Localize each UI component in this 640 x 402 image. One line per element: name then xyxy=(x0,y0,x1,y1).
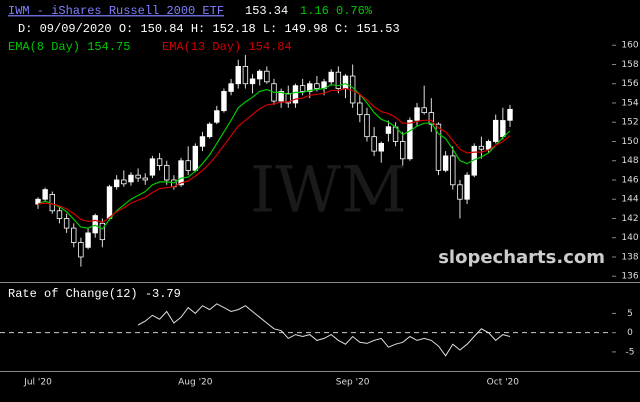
ema-line xyxy=(37,83,511,230)
candle-body xyxy=(342,75,349,89)
candle-body xyxy=(164,165,170,181)
candle-body xyxy=(256,70,263,80)
candle-body xyxy=(278,91,284,102)
candle-body xyxy=(292,85,299,104)
indicator-title: Rate of Change(12) -3.79 xyxy=(8,287,181,301)
last-price: 153.34 xyxy=(245,4,288,18)
candle-body xyxy=(99,222,106,241)
candle-body xyxy=(156,158,163,166)
candle-body xyxy=(199,136,206,147)
candle-body xyxy=(135,174,141,179)
candle-body xyxy=(235,66,241,85)
candle-body xyxy=(364,114,370,138)
candle-body xyxy=(421,107,427,114)
candle-body xyxy=(128,174,134,183)
x-tick-label: Jul '20 xyxy=(23,378,52,388)
y-tick-label: 146 xyxy=(621,175,638,185)
candle-body xyxy=(78,242,84,258)
candle-body xyxy=(492,119,499,142)
candle-body xyxy=(192,145,199,171)
candle-body xyxy=(435,123,442,171)
candle-body xyxy=(178,160,184,186)
candle-body xyxy=(42,189,48,200)
y-tick-label: 144 xyxy=(621,195,638,205)
candle-body xyxy=(314,83,320,89)
x-tick-label: Sep '20 xyxy=(336,378,370,388)
candle-body xyxy=(142,177,148,181)
y-tick-label: 148 xyxy=(621,156,638,166)
legend-entry: EMA(13 Day) 154.84 xyxy=(162,40,292,54)
candle-body xyxy=(106,186,113,219)
y-tick-label: 142 xyxy=(621,214,638,224)
candle-body xyxy=(113,179,120,188)
price-change: 1.16 0.76% xyxy=(300,4,373,18)
y-tick-label: 138 xyxy=(621,252,638,262)
candle-body xyxy=(228,83,234,92)
candle-body xyxy=(264,70,270,83)
candle-body xyxy=(206,123,213,138)
candle-body xyxy=(121,179,127,185)
candle-body xyxy=(500,120,506,138)
candle-body xyxy=(464,174,470,200)
y-tick-label: 152 xyxy=(621,118,638,128)
candle-body xyxy=(35,198,41,205)
y-tick-label: 150 xyxy=(621,137,638,147)
y-tick-label: 158 xyxy=(621,60,638,70)
candle-body xyxy=(450,155,456,186)
candle-body xyxy=(371,136,377,152)
candle-body xyxy=(507,108,513,121)
candle-body xyxy=(307,83,313,92)
candle-body xyxy=(407,119,413,160)
candle-body xyxy=(357,102,363,115)
brand: slopecharts.com xyxy=(438,247,605,268)
candle-body xyxy=(63,218,70,229)
candle-body xyxy=(299,85,306,92)
candle-body xyxy=(328,71,334,83)
candle-body xyxy=(478,145,485,150)
candle-body xyxy=(442,155,449,171)
hover-info: D: 09/09/2020 O: 150.84 H: 152.18 L: 149… xyxy=(18,22,400,36)
candle-body xyxy=(92,215,98,234)
y-tick-label: 154 xyxy=(621,98,638,108)
y-tick-label: 136 xyxy=(621,272,638,282)
x-tick-label: Oct '20 xyxy=(487,378,520,388)
candle-body xyxy=(400,141,406,160)
watermark: IWM xyxy=(250,154,407,228)
y-tick-label: 160 xyxy=(621,41,638,51)
candle-body xyxy=(214,110,220,123)
candle-body xyxy=(242,66,249,85)
candle-body xyxy=(457,184,463,200)
ema-line xyxy=(37,87,511,223)
candle-body xyxy=(285,92,292,104)
candle-body xyxy=(335,71,342,89)
candle-body xyxy=(56,210,63,219)
candle-body xyxy=(85,232,91,248)
y-tick-label: 5 xyxy=(627,309,633,319)
y-tick-label: 140 xyxy=(621,233,638,243)
candle-body xyxy=(49,194,56,212)
y-tick-label: 0 xyxy=(627,328,633,338)
legend-entry: EMA(8 Day) 154.75 xyxy=(8,40,130,54)
candle-body xyxy=(149,158,156,176)
candle-body xyxy=(71,227,77,243)
roc-line xyxy=(137,303,511,357)
y-tick-label: -5 xyxy=(626,347,635,357)
y-tick-label: 156 xyxy=(621,79,638,89)
candle-body xyxy=(385,126,392,134)
candle-body xyxy=(221,91,227,112)
chart-title: IWM - iShares Russell 2000 ETF xyxy=(8,4,224,18)
x-tick-label: Aug '20 xyxy=(178,378,213,388)
candle-body xyxy=(185,160,191,171)
candle-body xyxy=(378,143,384,152)
candle-body xyxy=(414,107,420,121)
candle-body xyxy=(249,78,256,85)
candle-body xyxy=(485,141,492,150)
